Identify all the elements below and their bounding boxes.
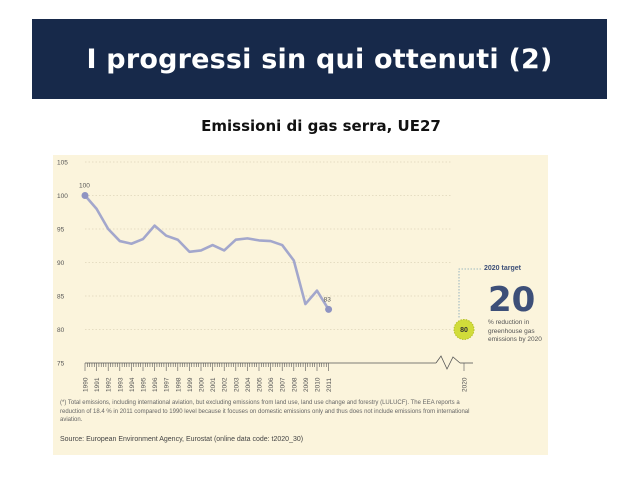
y-tick-label: 85 bbox=[57, 294, 65, 301]
footnote: (*) Total emissions, including internati… bbox=[60, 400, 470, 423]
data-label-end: 83 bbox=[324, 296, 332, 303]
chart-subtitle: Emissioni di gas serra, UE27 bbox=[201, 117, 441, 135]
x-tick-label: 2000 bbox=[199, 377, 206, 392]
x-tick-label: 2011 bbox=[326, 378, 333, 392]
x-tick-label: 1992 bbox=[106, 377, 113, 392]
x-tick-label: 2001 bbox=[210, 377, 217, 392]
x-tick-label: 2020 bbox=[462, 377, 469, 392]
x-tick-label: 2009 bbox=[303, 377, 310, 392]
x-tick-label: 2004 bbox=[245, 377, 252, 392]
data-point-start bbox=[81, 192, 89, 199]
x-tick-label: 2006 bbox=[268, 377, 275, 392]
x-tick-label: 1991 bbox=[94, 377, 101, 392]
target-value: 20 bbox=[488, 280, 536, 320]
target-connector bbox=[458, 268, 481, 318]
data-label-start: 100 bbox=[79, 183, 90, 190]
x-tick-label: 2002 bbox=[222, 377, 229, 392]
x-tick-label: 2007 bbox=[280, 377, 287, 392]
y-tick-label: 105 bbox=[57, 160, 68, 167]
x-tick-label: 1993 bbox=[117, 377, 124, 392]
title-bar: I progressi sin qui ottenuti (2) bbox=[32, 19, 607, 99]
target-marker-label: 80 bbox=[460, 327, 468, 334]
x-tick-label: 1995 bbox=[141, 377, 148, 392]
x-tick-label: 2008 bbox=[291, 377, 298, 392]
x-tick-label: 2005 bbox=[257, 377, 264, 392]
y-tick-label: 100 bbox=[57, 193, 68, 200]
y-tick-label: 90 bbox=[57, 260, 65, 267]
y-tick-label: 80 bbox=[57, 327, 65, 334]
series-line bbox=[83, 194, 330, 311]
y-tick-label: 75 bbox=[57, 361, 65, 368]
x-tick-label: 1996 bbox=[152, 377, 159, 392]
y-tick-label: 95 bbox=[57, 227, 65, 234]
line-chart: 75 80 85 90 95 100 105 1990 1991 1992 1993 1994 1995… bbox=[57, 160, 481, 392]
source-note: Source: European Environment Agency, Eur… bbox=[60, 436, 304, 443]
x-tick-label: 1997 bbox=[164, 377, 171, 392]
x-tick-label: 1994 bbox=[129, 377, 136, 392]
slide-title: I progressi sin qui ottenuti (2) bbox=[86, 43, 553, 75]
x-tick-label: 2003 bbox=[233, 377, 240, 392]
target-title: 2020 target bbox=[484, 265, 521, 272]
target-description: % reduction in greenhouse gas emissions … bbox=[488, 319, 542, 343]
x-tick-label: 1999 bbox=[187, 377, 194, 392]
x-tick-label: 2010 bbox=[315, 377, 322, 392]
target-marker bbox=[453, 319, 475, 340]
chart-panel: 75 80 85 90 95 100 105 1990 1991 1992 1993 1994 1995… bbox=[53, 155, 548, 455]
data-point-end bbox=[325, 305, 333, 313]
axis-break bbox=[435, 355, 461, 370]
x-tick-label: 1990 bbox=[83, 377, 90, 392]
x-tick-label: 1998 bbox=[175, 377, 182, 392]
